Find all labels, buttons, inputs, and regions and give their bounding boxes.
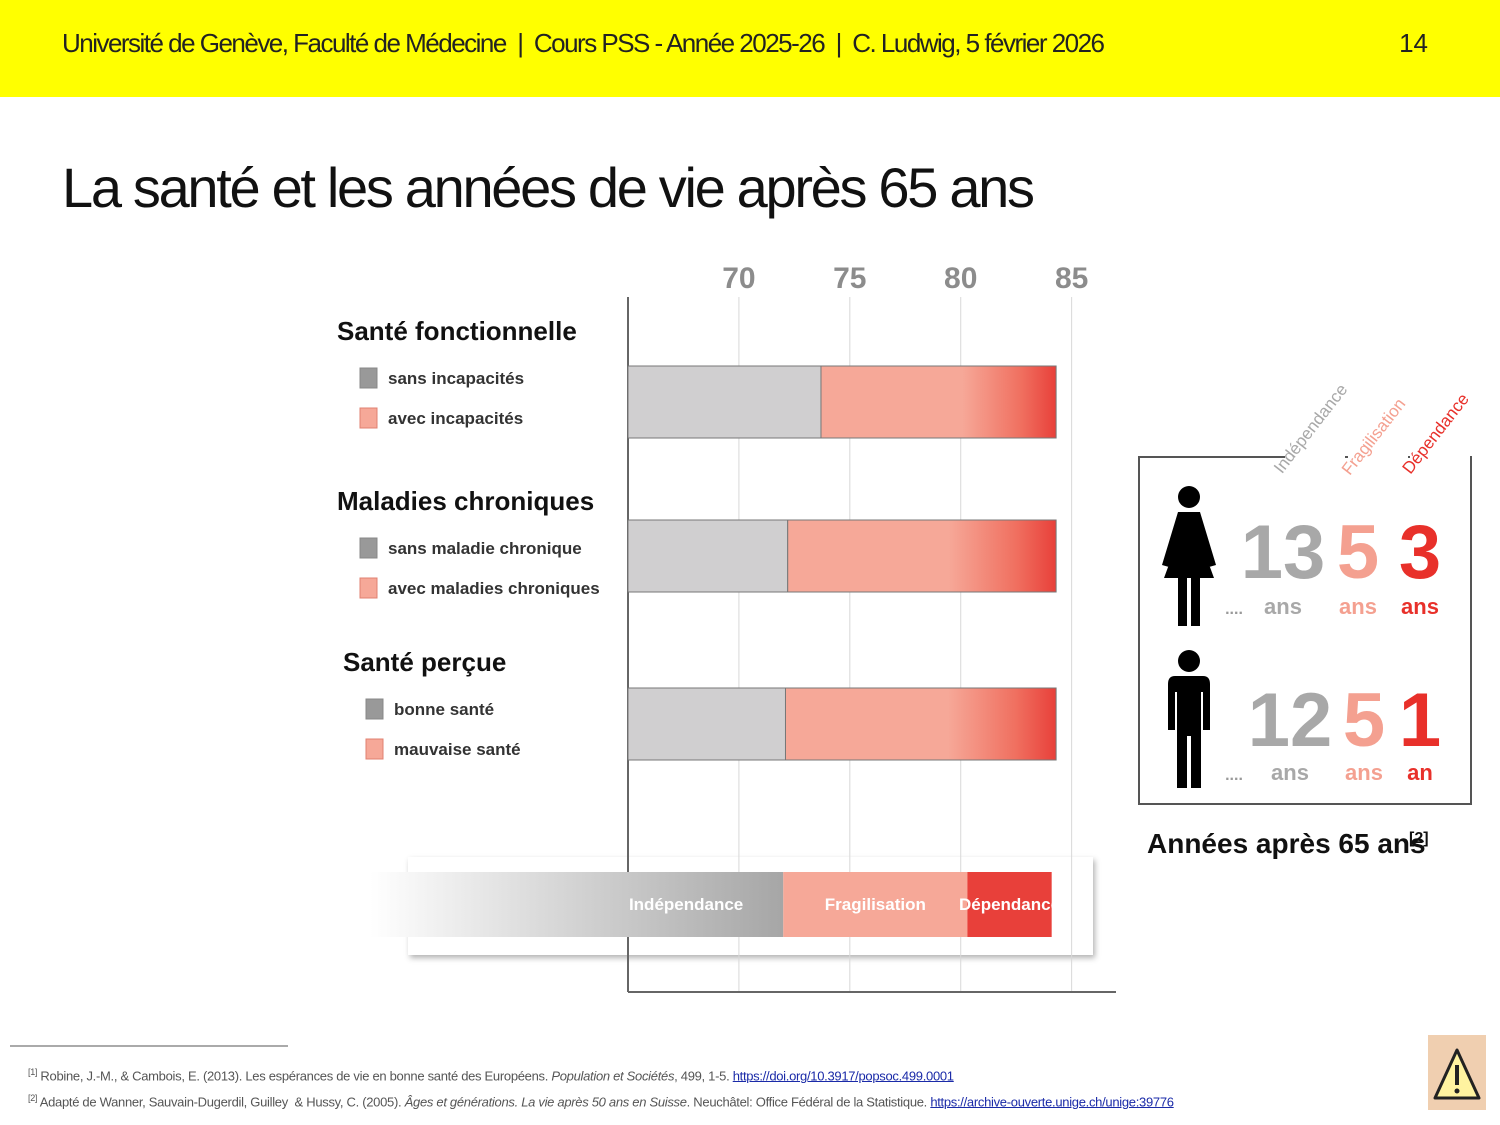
x-tick-label: 80 bbox=[944, 262, 977, 295]
phase-label: Fragilisation bbox=[825, 895, 926, 914]
caption: Années après 65 ans bbox=[1147, 828, 1426, 859]
legend-swatch bbox=[359, 367, 378, 389]
warning-icon bbox=[1428, 1035, 1486, 1110]
column-label-bg bbox=[1348, 452, 1408, 466]
x-tick-label: 85 bbox=[1055, 262, 1088, 295]
footnote-marker: [1] bbox=[28, 1067, 38, 1077]
legend-label: bonne santé bbox=[394, 700, 494, 719]
footnote-link[interactable]: https://doi.org/10.3917/popsoc.499.0001 bbox=[732, 1068, 954, 1084]
phase-band bbox=[967, 872, 1052, 937]
phase-label: Indépendance bbox=[629, 895, 743, 914]
group-title: Santé fonctionnelle bbox=[337, 316, 577, 346]
footnote-text: . Neuchâtel: Office Fédéral de la Statis… bbox=[686, 1094, 931, 1110]
legend-label: mauvaise santé bbox=[394, 740, 521, 759]
legend-label: avec incapacités bbox=[388, 409, 523, 428]
bar-segment bbox=[627, 365, 822, 439]
years-value: 3 bbox=[1399, 510, 1441, 595]
woman-icon bbox=[1162, 486, 1216, 626]
footnote: [2] Adapté de Wanner, Sauvain-Dugerdil, … bbox=[28, 1093, 1174, 1109]
footnote-italic: Âges et générations. La vie après 50 ans… bbox=[404, 1094, 687, 1110]
years-unit: ans bbox=[1401, 594, 1439, 619]
column-label-bg bbox=[1410, 449, 1470, 463]
slide-title: La santé et les années de vie après 65 a… bbox=[62, 156, 1035, 219]
footnote-marker: [2] bbox=[28, 1093, 38, 1103]
years-unit: ans bbox=[1345, 760, 1383, 785]
years-unit: ans bbox=[1264, 594, 1302, 619]
legend-swatch bbox=[359, 407, 378, 429]
footnote-link[interactable]: https://archive-ouverte.unige.ch/unige:3… bbox=[930, 1094, 1174, 1110]
years-value: 12 bbox=[1248, 678, 1333, 763]
header-text: Université de Genève, Faculté de Médecin… bbox=[62, 28, 1105, 58]
legend-swatch bbox=[365, 698, 384, 720]
footnote: [1] Robine, J.-M., & Cambois, E. (2013).… bbox=[28, 1067, 954, 1083]
column-label-bg bbox=[1285, 444, 1345, 458]
footnote-text: Adapté de Wanner, Sauvain-Dugerdil, Guil… bbox=[39, 1094, 405, 1110]
column-label: Indépendance bbox=[1270, 380, 1351, 477]
header-bar bbox=[0, 0, 1500, 97]
years-value: 13 bbox=[1241, 510, 1326, 595]
years-value: 1 bbox=[1399, 678, 1441, 763]
footnote-text: Robine, J.-M., & Cambois, E. (2013). Les… bbox=[40, 1068, 552, 1084]
bar-segment bbox=[787, 519, 1057, 593]
column-label: Dépendance bbox=[1398, 390, 1472, 478]
ellipsis: .... bbox=[1225, 767, 1243, 784]
bar-segment bbox=[820, 365, 1057, 439]
phase-band bbox=[783, 872, 968, 937]
legend-label: avec maladies chroniques bbox=[388, 579, 600, 598]
ellipsis: .... bbox=[1225, 601, 1243, 618]
legend-swatch bbox=[359, 577, 378, 599]
years-value: 5 bbox=[1337, 510, 1379, 595]
footnote-text: , 499, 1-5. bbox=[674, 1068, 733, 1084]
legend-label: sans incapacités bbox=[388, 369, 524, 388]
footnote-italic: Population et Sociétés bbox=[551, 1068, 675, 1084]
years-unit: ans bbox=[1271, 760, 1309, 785]
phase-band bbox=[370, 872, 784, 937]
caption-ref: [2] bbox=[1409, 830, 1429, 847]
legend-swatch bbox=[359, 537, 378, 559]
page-number: 14 bbox=[1399, 28, 1428, 58]
group-title: Santé perçue bbox=[343, 647, 506, 677]
phase-label: Dépendance bbox=[959, 895, 1060, 914]
bar-segment bbox=[627, 519, 789, 593]
bar-segment bbox=[627, 687, 786, 761]
legend-swatch bbox=[365, 738, 384, 760]
years-value: 5 bbox=[1343, 678, 1385, 763]
group-title: Maladies chroniques bbox=[337, 486, 594, 516]
man-icon bbox=[1168, 650, 1210, 788]
years-unit: an bbox=[1407, 760, 1433, 785]
bar-segment bbox=[784, 687, 1057, 761]
chart: 70 75 80 85 Santé fonctionnelle sans incapaci… bbox=[337, 262, 1116, 993]
years-unit: ans bbox=[1339, 594, 1377, 619]
legend-label: sans maladie chronique bbox=[388, 539, 582, 558]
x-tick-label: 70 bbox=[722, 262, 755, 295]
x-tick-label: 75 bbox=[833, 262, 866, 295]
